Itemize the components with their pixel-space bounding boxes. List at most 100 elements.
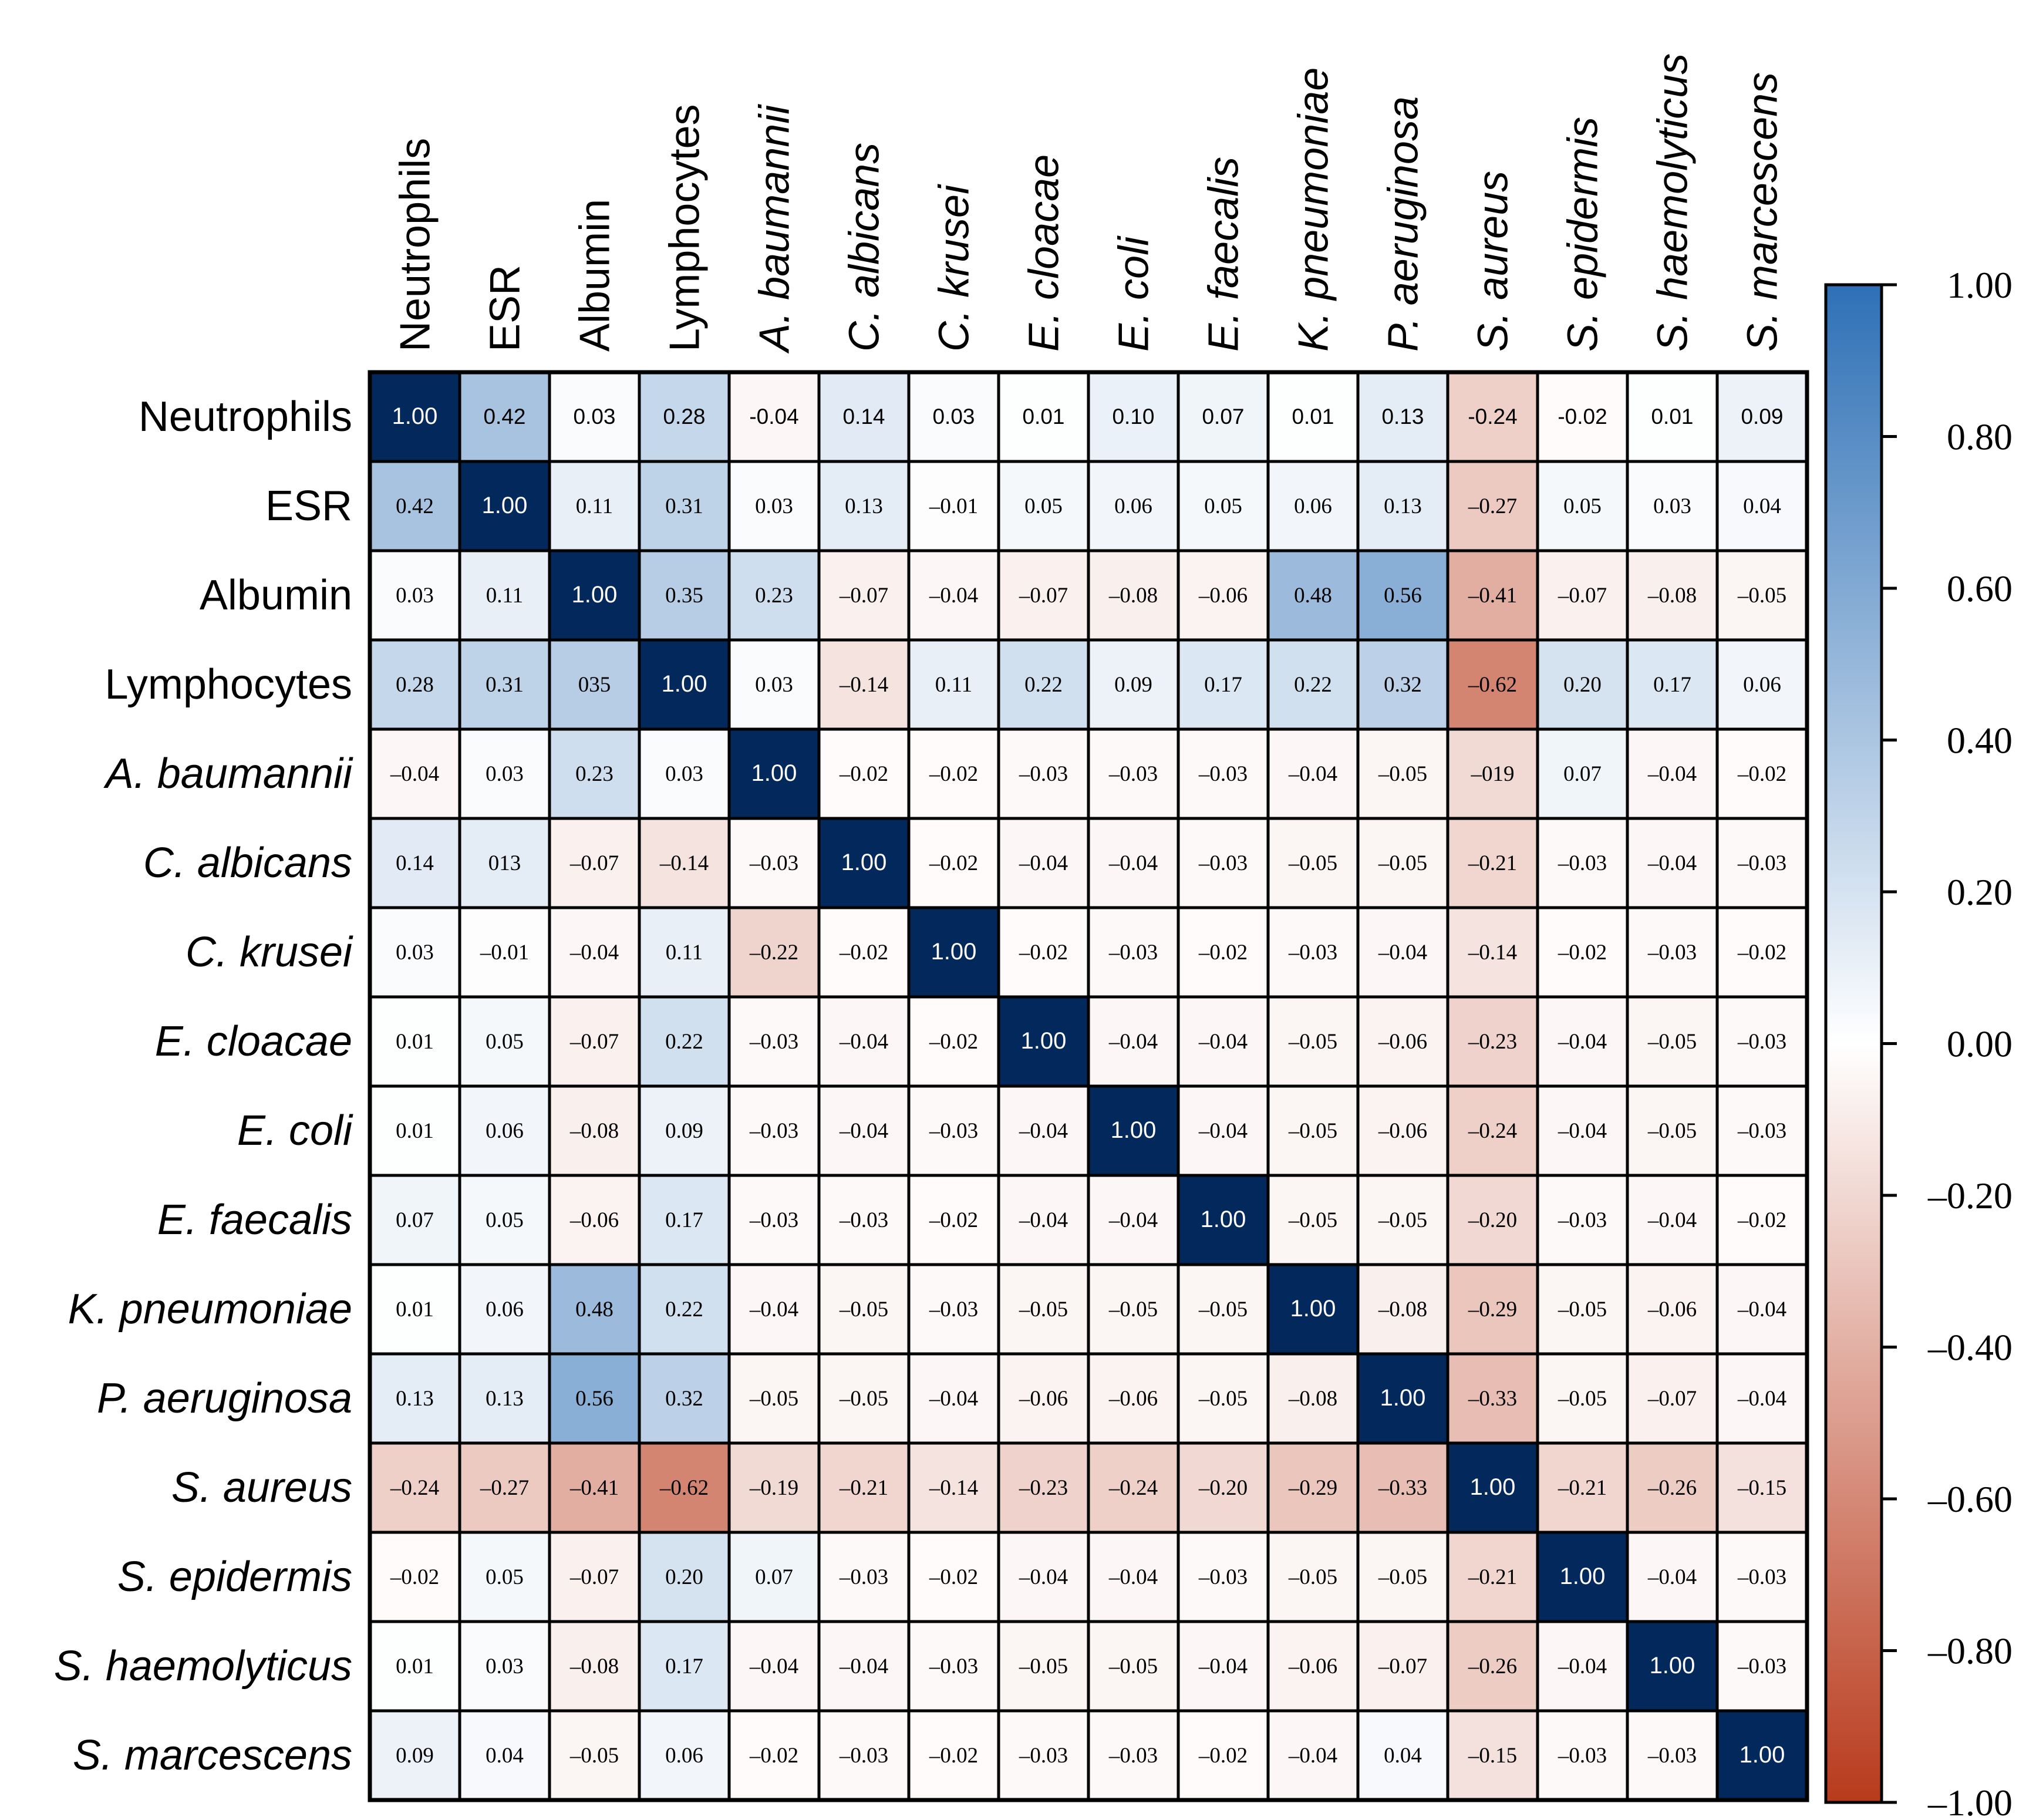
heatmap-cell-r10-c13 <box>1538 1265 1627 1354</box>
heatmap-cell-r15-c14 <box>1627 1711 1717 1800</box>
cell-value-r12-c13: –0.21 <box>1558 1476 1607 1500</box>
cell-value-r1-c14: 0.03 <box>1653 494 1691 518</box>
heatmap-cell-r15-c1 <box>460 1711 550 1800</box>
row-label-neutrophils: Neutrophils <box>139 393 352 440</box>
cell-value-r3-c3: 1.00 <box>662 671 707 697</box>
heatmap-cell-r8-c9 <box>1178 1086 1268 1175</box>
heatmap-cell-r2-c9 <box>1178 551 1268 640</box>
cell-value-r12-c4: –0.19 <box>749 1476 798 1500</box>
heatmap-cell-r13-c5 <box>819 1532 909 1622</box>
cell-value-r10-c14: –0.06 <box>1647 1297 1697 1322</box>
cell-value-r1-c13: 0.05 <box>1563 494 1602 518</box>
cell-value-r2-c14: –0.08 <box>1647 584 1697 608</box>
heatmap-cell-r7-c14 <box>1627 997 1717 1086</box>
heatmap-cell-r1-c12 <box>1448 461 1538 551</box>
col-label-s-epidermis: S. epidermis <box>1560 117 1607 352</box>
cell-value-r8-c0: 0.01 <box>396 1119 434 1143</box>
cell-value-r15-c4: –0.02 <box>749 1744 798 1768</box>
cell-value-r0-c8: 0.10 <box>1112 405 1154 429</box>
cell-value-r13-c4: 0.07 <box>755 1565 793 1589</box>
heatmap-cell-r12-c15 <box>1717 1443 1807 1532</box>
cell-value-r3-c1: 0.31 <box>486 673 524 697</box>
cell-value-r12-c7: –0.23 <box>1019 1476 1068 1500</box>
cell-value-r0-c13: -0.02 <box>1558 405 1607 429</box>
heatmap-cell-r15-c4 <box>729 1711 819 1800</box>
heatmap-cell-r1-c1 <box>460 461 550 551</box>
cell-value-r13-c7: –0.04 <box>1019 1565 1068 1589</box>
heatmap-cell-r8-c6 <box>909 1086 999 1175</box>
cell-value-r0-c4: -0.04 <box>749 405 798 429</box>
heatmap-cell-r0-c12 <box>1448 372 1538 461</box>
heatmap-cell-r6-c0 <box>370 908 460 997</box>
col-label-a-baumannii: A. baumannii <box>751 104 798 354</box>
heatmap-cell-r4-c0 <box>370 729 460 818</box>
cell-value-r10-c9: –0.05 <box>1198 1297 1248 1322</box>
heatmap-cell-r2-c15 <box>1717 551 1807 640</box>
row-label-s-marcescens: S. marcescens <box>73 1732 352 1779</box>
cell-value-r13-c3: 0.20 <box>665 1565 703 1589</box>
heatmap-cell-r9-c10 <box>1268 1175 1358 1265</box>
heatmap-cell-r7-c10 <box>1268 997 1358 1086</box>
cell-value-r6-c11: –0.04 <box>1378 941 1427 965</box>
heatmap-cell-r8-c5 <box>819 1086 909 1175</box>
cell-value-r0-c2: 0.03 <box>573 405 615 429</box>
heatmap-cell-r7-c9 <box>1178 997 1268 1086</box>
cell-value-r6-c2: –0.04 <box>569 941 619 965</box>
heatmap-cell-r7-c1 <box>460 997 550 1086</box>
heatmap-cell-r11-c8 <box>1088 1354 1178 1443</box>
heatmap-cell-r4-c5 <box>819 729 909 818</box>
cell-value-r13-c8: –0.04 <box>1108 1565 1158 1589</box>
cell-value-r14-c5: –0.04 <box>839 1654 888 1679</box>
cell-value-r4-c2: 0.23 <box>575 762 613 786</box>
heatmap-cell-r6-c4 <box>729 908 819 997</box>
cell-value-r13-c2: –0.07 <box>569 1565 619 1589</box>
heatmap-cell-r5-c10 <box>1268 818 1358 908</box>
colorbar-tick-label: –0.60 <box>1927 1478 2012 1520</box>
cell-value-r7-c2: –0.07 <box>569 1030 619 1054</box>
cell-value-r14-c6: –0.03 <box>929 1654 978 1679</box>
cell-value-r5-c11: –0.05 <box>1378 851 1427 875</box>
row-label-e-faecalis: E. faecalis <box>157 1197 352 1243</box>
cell-value-r11-c14: –0.07 <box>1647 1387 1697 1411</box>
cell-value-r13-c0: –0.02 <box>390 1565 439 1589</box>
heatmap-cell-r14-c9 <box>1178 1622 1268 1711</box>
heatmap-cell-r9-c9 <box>1178 1175 1268 1265</box>
heatmap-cell-r11-c1 <box>460 1354 550 1443</box>
heatmap-cell-r0-c14 <box>1627 372 1717 461</box>
heatmap-cell-r5-c8 <box>1088 818 1178 908</box>
heatmap-cell-r14-c14 <box>1627 1622 1717 1711</box>
cell-value-r5-c2: –0.07 <box>569 851 619 875</box>
cell-value-r11-c1: 0.13 <box>486 1387 524 1411</box>
heatmap-cell-r13-c4 <box>729 1532 819 1622</box>
heatmap-cell-r0-c5 <box>819 372 909 461</box>
heatmap-cell-r10-c3 <box>639 1265 729 1354</box>
cell-value-r12-c1: –0.27 <box>480 1476 529 1500</box>
cell-value-r0-c14: 0.01 <box>1651 405 1693 429</box>
heatmap-cell-r4-c3 <box>639 729 729 818</box>
column-labels: Neutrophils ESR Albumin Lymphocytes A. bauma… <box>392 53 1786 354</box>
heatmap-cell-r1-c3 <box>639 461 729 551</box>
heatmap-cell-r4-c12 <box>1448 729 1538 818</box>
heatmap-cell-r8-c8 <box>1088 1086 1178 1175</box>
heatmap-cell-r6-c6 <box>909 908 999 997</box>
heatmap-cell-r9-c3 <box>639 1175 729 1265</box>
cell-value-r3-c12: –0.62 <box>1468 673 1517 697</box>
heatmap-cell-r11-c2 <box>550 1354 639 1443</box>
heatmap-cell-r12-c13 <box>1538 1443 1627 1532</box>
cell-value-r10-c13: –0.05 <box>1558 1297 1607 1322</box>
cell-value-r2-c9: –0.06 <box>1198 584 1248 608</box>
cell-value-r7-c1: 0.05 <box>486 1030 524 1054</box>
heatmap-cell-r5-c12 <box>1448 818 1538 908</box>
heatmap-cell-r4-c11 <box>1358 729 1448 818</box>
row-label-c-krusei: C. krusei <box>186 929 353 976</box>
cell-value-r10-c10: 1.00 <box>1290 1296 1336 1322</box>
colorbar-tick-label: –0.20 <box>1927 1175 2012 1216</box>
heatmap-cell-r0-c15 <box>1717 372 1807 461</box>
cell-value-r3-c9: 0.17 <box>1204 673 1242 697</box>
heatmap-cell-r4-c8 <box>1088 729 1178 818</box>
heatmap-cell-r1-c13 <box>1538 461 1627 551</box>
cell-value-r15-c3: 0.06 <box>665 1744 703 1768</box>
cell-value-r4-c9: –0.03 <box>1198 762 1248 786</box>
heatmap-cell-r12-c11 <box>1358 1443 1448 1532</box>
heatmap-cell-r2-c5 <box>819 551 909 640</box>
